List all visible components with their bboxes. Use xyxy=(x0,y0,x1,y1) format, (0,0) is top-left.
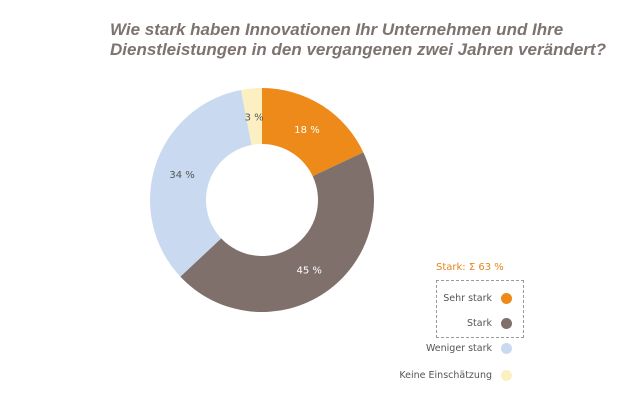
legend-item: Keine Einschätzung xyxy=(399,368,512,382)
legend-item: Stark xyxy=(467,316,512,330)
legend-group-label: Stark: Σ 63 % xyxy=(436,262,504,273)
legend-item: Sehr stark xyxy=(443,291,512,305)
legend-swatch xyxy=(501,342,512,354)
legend-swatch xyxy=(501,369,512,381)
donut-slice-weniger-stark xyxy=(150,89,252,277)
legend-label: Weniger stark xyxy=(425,342,492,354)
legend-swatch xyxy=(501,317,512,329)
legend-group-box xyxy=(436,280,524,338)
legend-label: Sehr stark xyxy=(443,292,492,304)
chart-title-line-2: Dienstleistungen in den vergangenen zwei… xyxy=(110,40,606,59)
chart-title-line-1: Wie stark haben Innovationen Ihr Unterne… xyxy=(110,20,564,39)
legend-label: Stark xyxy=(467,317,492,329)
slice-value-label: 18 % xyxy=(294,125,319,136)
legend-swatch xyxy=(501,292,512,304)
slice-value-label: 45 % xyxy=(297,265,322,276)
slice-value-label: 34 % xyxy=(169,170,194,181)
legend-label: Keine Einschätzung xyxy=(399,369,492,381)
slice-value-label: 3 % xyxy=(245,112,264,123)
legend-item: Weniger stark xyxy=(426,341,512,355)
donut-slice-sehr-stark xyxy=(262,88,364,177)
donut-slice-keine-einsch-tzung xyxy=(241,88,262,145)
donut-slice-stark xyxy=(180,152,375,313)
